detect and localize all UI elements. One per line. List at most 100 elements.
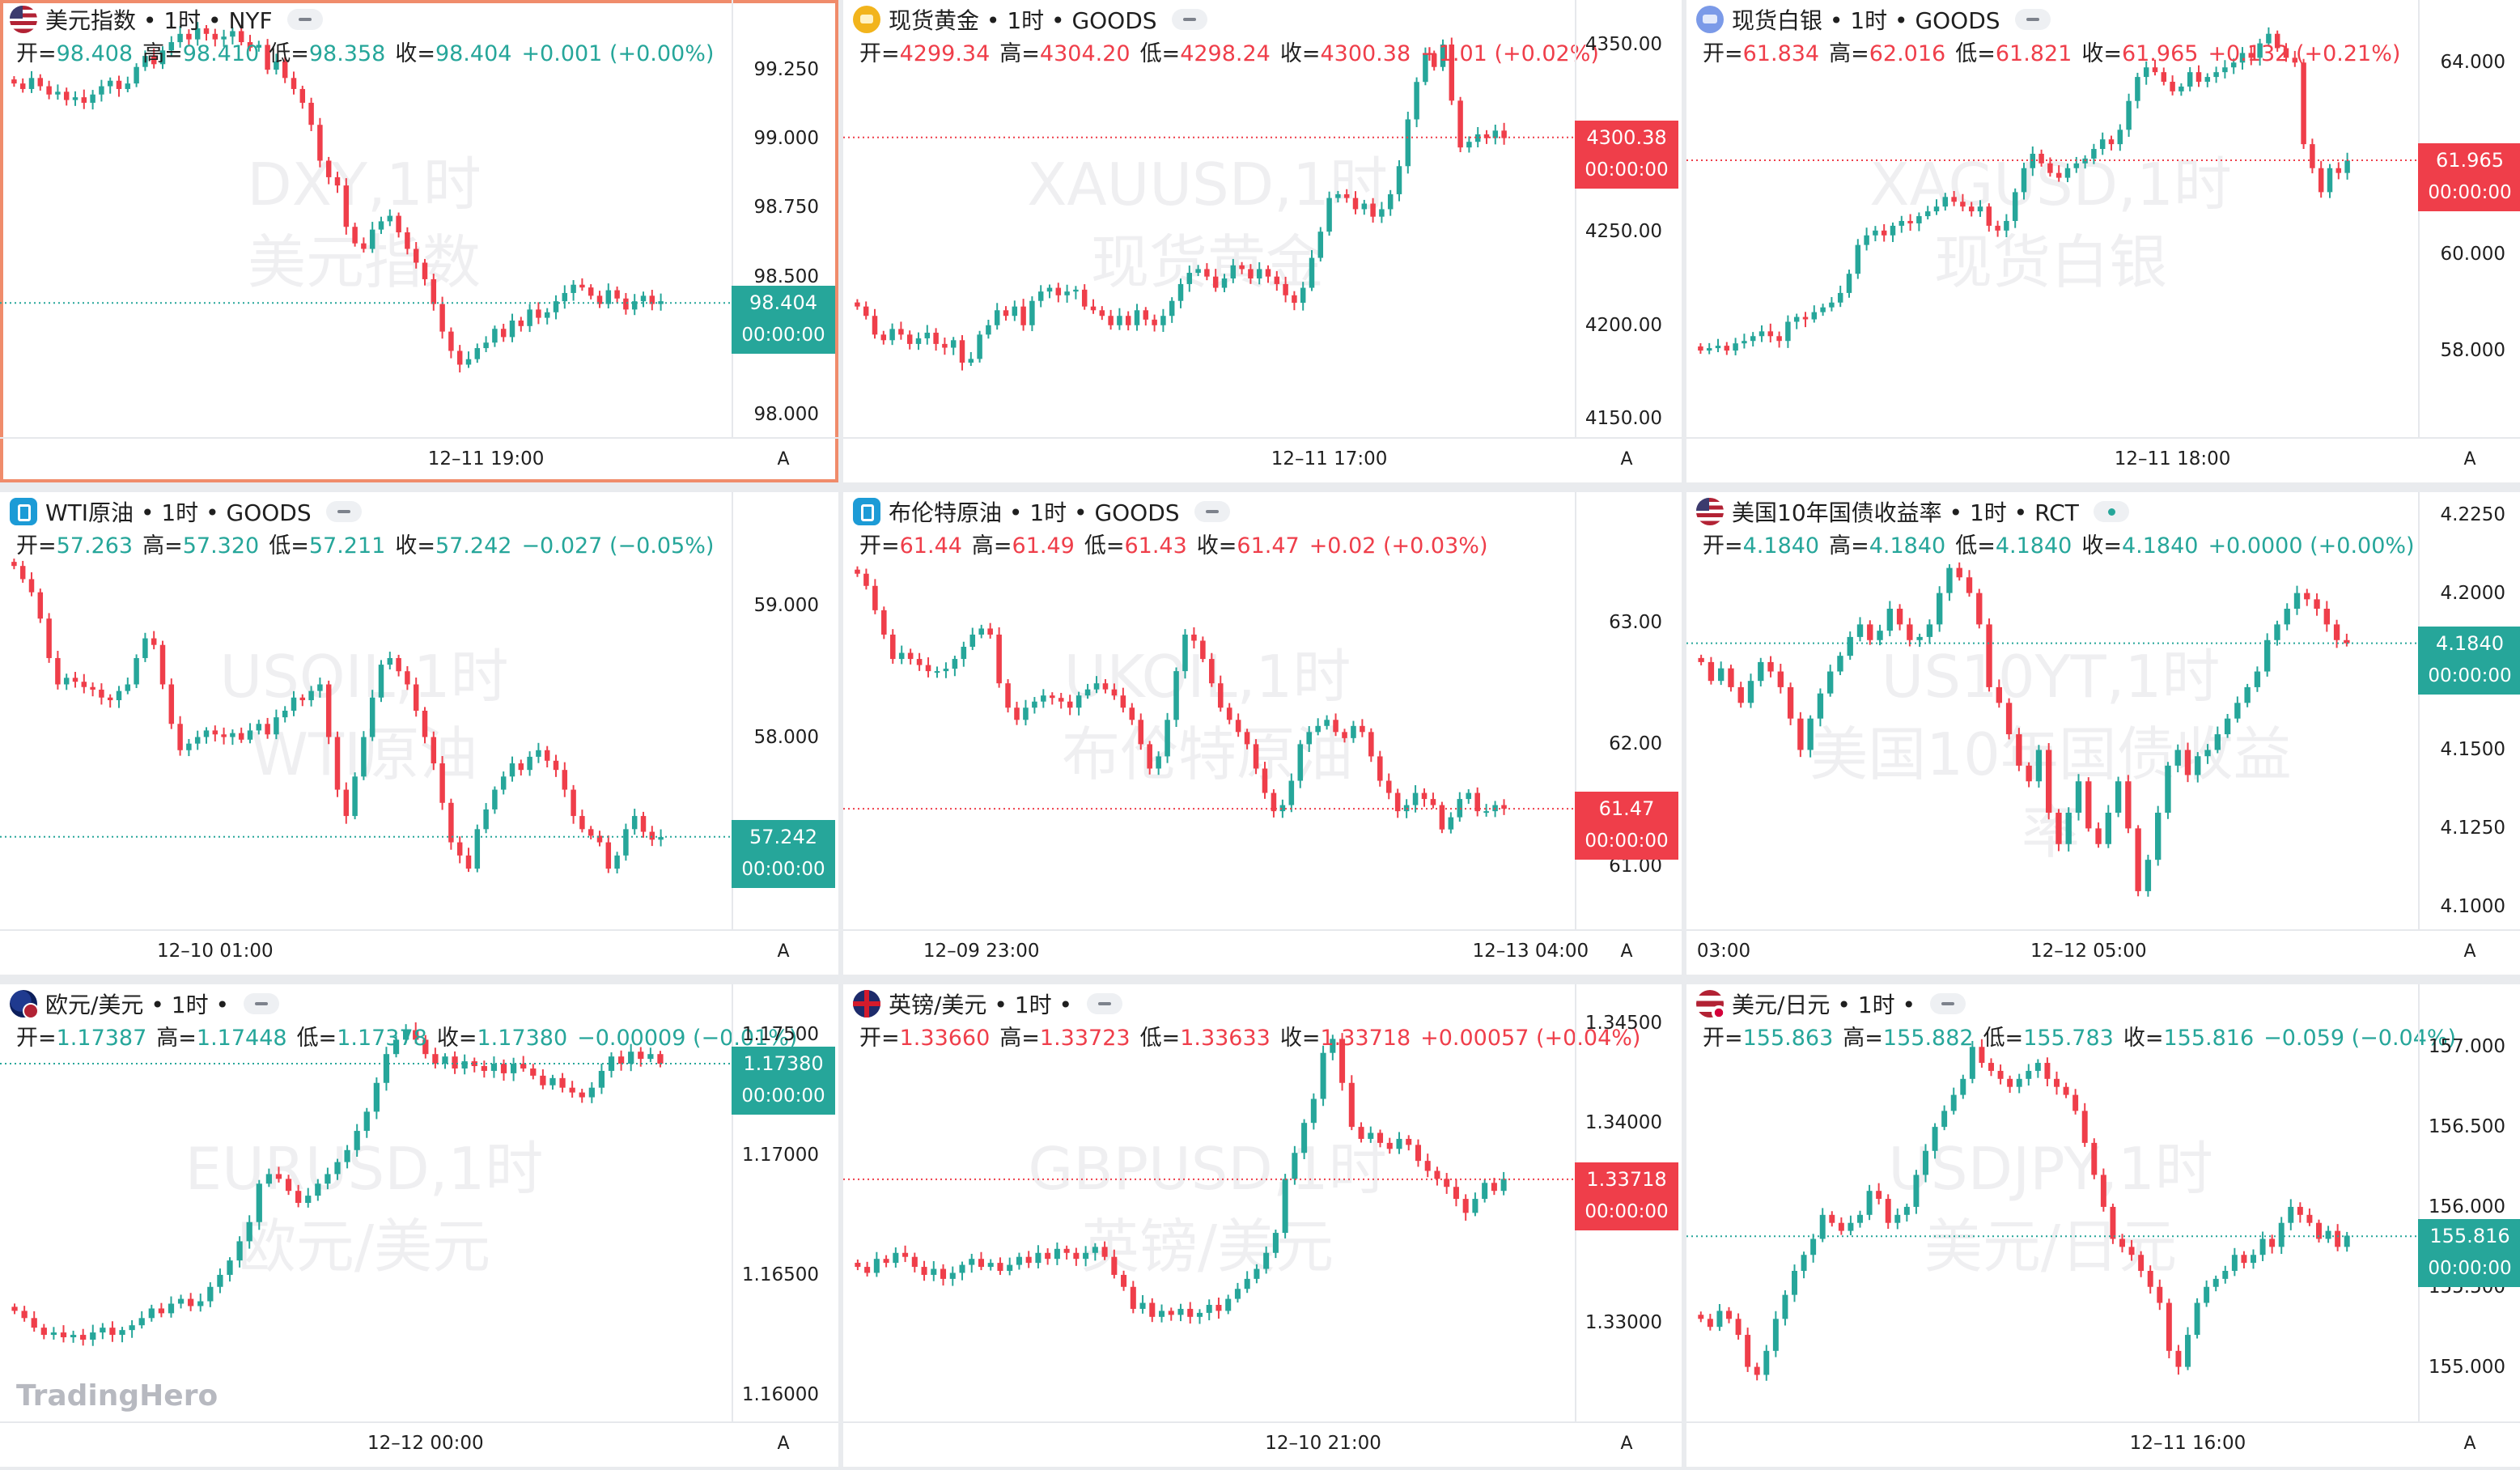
candle-body xyxy=(959,340,965,363)
price-axis[interactable]: 4.2250 4.2000 4.1500 4.1250 4.1000 xyxy=(2418,492,2520,929)
chart-panel-usoil[interactable]: USOIL,1时 WTI原油 WTI原油 • 1时 • GOODS 开=57.26… xyxy=(0,492,838,975)
candle-body xyxy=(1271,792,1277,812)
price-tick-label: 59.000 xyxy=(753,594,819,616)
candle-body xyxy=(285,1179,292,1192)
candle-body xyxy=(598,1070,605,1088)
candle-body xyxy=(134,66,139,84)
collapse-icon[interactable] xyxy=(1194,501,1230,522)
auto-scale-button[interactable]: A xyxy=(1620,1434,1633,1454)
auto-scale-button[interactable]: A xyxy=(1620,941,1633,962)
candle-body xyxy=(207,1286,214,1302)
chart-panel-dxy[interactable]: DXY,1时 美元指数 美元指数 • 1时 • NYF 开=98.408 高=98.… xyxy=(0,0,838,482)
time-axis[interactable]: A 12–10 21:00 xyxy=(843,1421,1682,1467)
price-axis[interactable]: 64.000 60.000 58.000 xyxy=(2418,0,2520,437)
chart-title[interactable]: WTI原油 • 1时 • GOODS xyxy=(10,495,362,528)
ohlc-low-label: 低= xyxy=(1955,533,1996,559)
chart-panel-us10y[interactable]: US10YT,1时 美国10年国债收益率 美国10年国债收益率 • 1时 • RC… xyxy=(1686,492,2520,975)
candle-body xyxy=(194,28,201,40)
candle-body xyxy=(456,351,463,365)
price-axis[interactable]: 63.00 62.00 61.00 xyxy=(1575,492,1682,929)
collapse-icon[interactable] xyxy=(1171,9,1207,30)
watermark-line: USDJPY,1时 xyxy=(1888,1135,2213,1203)
chart-panel-ukoil[interactable]: UKOIL,1时 布伦特原油 布伦特原油 • 1时 • GOODS 开=61.44… xyxy=(843,492,1682,975)
chart-plot-area[interactable]: USDJPY,1时 美元/日元 美元/日元 • 1时 • 开=155.863 高=1… xyxy=(1686,984,2456,1421)
candle-body xyxy=(2304,593,2310,600)
auto-scale-button[interactable]: A xyxy=(1620,449,1633,469)
candle-body xyxy=(1466,142,1472,148)
chart-plot-area[interactable]: DXY,1时 美元指数 美元指数 • 1时 • NYF 开=98.408 高=98.… xyxy=(0,0,732,437)
candle-body xyxy=(1230,265,1237,278)
auto-scale-button[interactable]: A xyxy=(2463,1434,2476,1454)
time-axis[interactable]: A 12–11 16:00 xyxy=(1686,1421,2520,1467)
chart-title[interactable]: 欧元/美元 • 1时 • xyxy=(10,988,279,1020)
candle-body xyxy=(1326,198,1332,232)
price-tick-label: 99.000 xyxy=(753,128,819,150)
chart-plot-area[interactable]: XAUUSD,1时 现货黄金 现货黄金 • 1时 • GOODS 开=4299.3… xyxy=(843,0,1599,437)
candle-body xyxy=(1706,348,1712,351)
candle-body xyxy=(1263,1252,1270,1269)
time-axis[interactable]: A 12–09 23:00 12–13 04:00 xyxy=(843,929,1682,975)
chart-title[interactable]: 布伦特原油 • 1时 • GOODS xyxy=(853,495,1230,528)
price-axis[interactable]: 59.000 58.000 xyxy=(732,492,838,929)
chart-panel-gbpusd[interactable]: GBPUSD,1时 英镑/美元 英镑/美元 • 1时 • 开=1.33660 高=1… xyxy=(843,984,1682,1467)
time-axis[interactable]: A 12–11 18:00 xyxy=(1686,437,2520,482)
chart-panel-xauusd[interactable]: XAUUSD,1时 现货黄金 现货黄金 • 1时 • GOODS 开=4299.3… xyxy=(843,0,1682,482)
chart-plot-area[interactable]: USOIL,1时 WTI原油 WTI原油 • 1时 • GOODS 开=57.26… xyxy=(0,492,732,929)
chart-title[interactable]: 英镑/美元 • 1时 • xyxy=(853,988,1122,1020)
candle-body xyxy=(1937,593,1943,625)
chart-plot-area[interactable]: UKOIL,1时 布伦特原油 布伦特原油 • 1时 • GOODS 开=61.44… xyxy=(843,492,1575,929)
auto-scale-button[interactable]: A xyxy=(777,941,790,962)
price-axis[interactable]: 4350.00 4250.00 4200.00 4150.00 xyxy=(1575,0,1682,437)
candle-body xyxy=(855,302,860,307)
candle-body xyxy=(2194,1302,2200,1336)
candle-body xyxy=(194,737,201,744)
chart-plot-area[interactable]: GBPUSD,1时 英镑/美元 英镑/美元 • 1时 • 开=1.33660 高=1… xyxy=(843,984,1640,1421)
auto-scale-button[interactable]: A xyxy=(2463,941,2476,962)
candle-body xyxy=(2055,813,2062,844)
chart-title[interactable]: 美元/日元 • 1时 • xyxy=(1696,988,1966,1020)
candle-body xyxy=(203,730,210,737)
chart-plot-area[interactable]: EURUSD,1时 欧元/美元 欧元/美元 • 1时 • 开=1.17387 高=1… xyxy=(0,984,797,1421)
auto-scale-button[interactable]: A xyxy=(777,449,790,469)
chart-panel-usdjpy[interactable]: USDJPY,1时 美元/日元 美元/日元 • 1时 • 开=155.863 高=1… xyxy=(1686,984,2520,1467)
candle-body xyxy=(2152,67,2158,73)
chart-plot-area[interactable]: US10YT,1时 美国10年国债收益率 美国10年国债收益率 • 1时 • RC… xyxy=(1686,492,2418,929)
candle-body xyxy=(1130,1286,1136,1309)
time-axis[interactable]: A 12–11 17:00 xyxy=(843,437,1682,482)
auto-scale-button[interactable]: A xyxy=(2463,449,2476,469)
candle-body xyxy=(623,829,629,856)
chart-title[interactable]: 美国10年国债收益率 • 1时 • RCT xyxy=(1696,495,2129,528)
candle-body xyxy=(1125,316,1131,325)
chart-panel-eurusd[interactable]: EURUSD,1时 欧元/美元 欧元/美元 • 1时 • 开=1.17387 高=1… xyxy=(0,984,838,1467)
candle-body xyxy=(559,1077,566,1088)
auto-scale-button[interactable]: A xyxy=(777,1434,790,1454)
collapse-icon[interactable] xyxy=(325,501,362,522)
chart-title[interactable]: 美元指数 • 1时 • NYF xyxy=(10,3,323,36)
collapse-icon[interactable] xyxy=(1929,993,1966,1014)
candle-body xyxy=(2293,593,2301,609)
candle-body xyxy=(363,1111,370,1132)
price-axis[interactable]: 99.250 99.000 98.750 98.500 98.000 xyxy=(732,0,838,437)
ohlc-low-label: 低= xyxy=(1139,41,1181,66)
collapse-icon[interactable] xyxy=(243,993,279,1014)
time-axis[interactable]: A 12–11 19:00 xyxy=(0,437,838,482)
candle-body xyxy=(1492,130,1499,138)
chart-title[interactable]: 现货白银 • 1时 • GOODS xyxy=(1696,3,2051,36)
chart-title[interactable]: 现货黄金 • 1时 • GOODS xyxy=(853,3,1207,36)
time-axis[interactable]: A 12–12 00:00 xyxy=(0,1421,838,1467)
collapse-icon[interactable] xyxy=(2014,9,2051,30)
live-status-icon[interactable] xyxy=(2093,501,2129,522)
time-tick-label: 12–13 04:00 xyxy=(1472,941,1589,962)
collapse-icon[interactable] xyxy=(1086,993,1122,1014)
chart-plot-area[interactable]: XAGUSD,1时 现货白银 现货白银 • 1时 • GOODS 开=61.834… xyxy=(1686,0,2418,437)
price-tick-label: 157.000 xyxy=(2428,1036,2505,1058)
candle-body xyxy=(1003,310,1009,317)
time-axis[interactable]: A 12–10 01:00 xyxy=(0,929,838,975)
time-axis[interactable]: A 03:00 12–12 05:00 xyxy=(1686,929,2520,975)
candle-body xyxy=(614,290,620,299)
collapse-icon[interactable] xyxy=(286,9,323,30)
price-axis[interactable]: 1.17500 1.17000 1.16500 1.16000 xyxy=(732,984,838,1421)
chart-panel-xagusd[interactable]: XAGUSD,1时 现货白银 现货白银 • 1时 • GOODS 开=61.834… xyxy=(1686,0,2520,482)
